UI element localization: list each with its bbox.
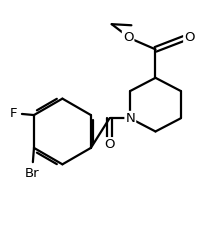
Text: O: O [104, 138, 115, 151]
Text: O: O [184, 31, 195, 44]
Text: N: N [125, 112, 135, 125]
Text: O: O [123, 31, 133, 44]
Text: F: F [10, 107, 17, 120]
Text: Br: Br [25, 167, 39, 180]
